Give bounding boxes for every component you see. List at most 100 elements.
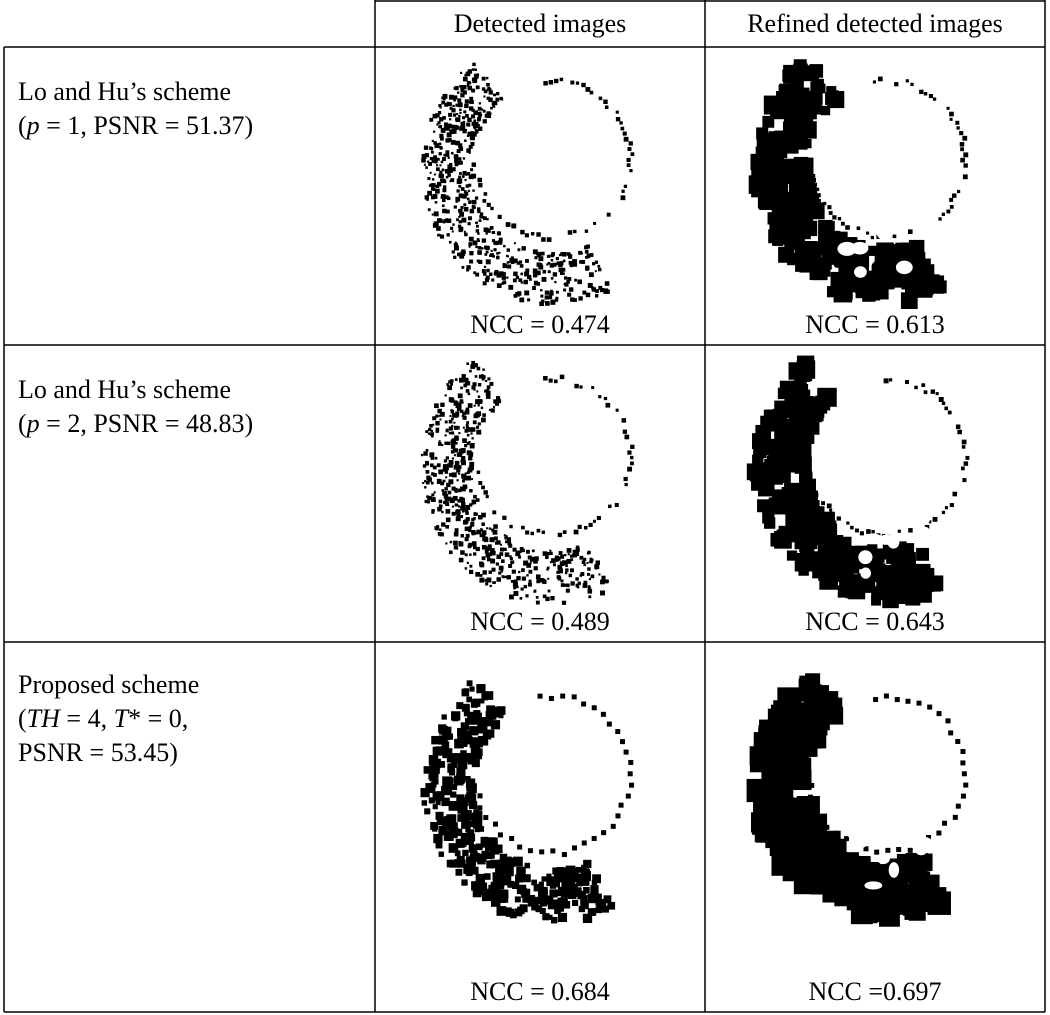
pixel — [470, 466, 474, 470]
pixel — [464, 429, 468, 433]
pixel — [574, 279, 577, 282]
blob — [925, 576, 941, 592]
pixel — [561, 268, 565, 272]
pixel — [523, 280, 527, 284]
pixel — [473, 502, 475, 504]
pixel — [495, 98, 499, 102]
pixel — [482, 413, 486, 417]
pixel — [619, 803, 624, 808]
pixel — [448, 113, 452, 117]
pixel — [426, 449, 429, 452]
pixel — [547, 578, 549, 580]
pixel — [475, 196, 478, 199]
pixel — [561, 889, 569, 897]
blob — [825, 540, 837, 552]
pixel — [538, 265, 543, 270]
pixel — [423, 464, 426, 467]
pixel — [471, 437, 473, 439]
pixel — [936, 392, 939, 395]
pixel — [503, 245, 505, 247]
pixel — [479, 215, 482, 218]
pixel — [467, 172, 470, 175]
pixel — [525, 268, 529, 272]
pixel — [489, 273, 492, 276]
pixel — [562, 852, 567, 857]
pixel — [524, 560, 528, 564]
pixel — [458, 797, 465, 804]
pixel — [469, 570, 473, 574]
pixel — [624, 185, 627, 188]
pixel — [520, 597, 523, 600]
pixel — [548, 270, 551, 273]
pixel — [457, 415, 459, 417]
pixel — [456, 189, 459, 192]
pixel — [446, 429, 449, 432]
pixel — [517, 553, 521, 557]
pixel — [501, 98, 503, 100]
pixel — [502, 516, 506, 520]
pixel — [477, 250, 482, 255]
pixel — [827, 504, 832, 509]
hole — [877, 853, 890, 864]
pixel — [569, 574, 572, 577]
pixel — [444, 495, 447, 498]
pixel — [451, 140, 456, 145]
pixel — [440, 137, 444, 141]
pixel — [456, 113, 458, 115]
pixel — [562, 560, 567, 565]
pixel — [510, 561, 514, 565]
pixel — [469, 246, 471, 248]
pixel — [425, 153, 429, 157]
pixel — [424, 146, 428, 150]
pixel — [479, 375, 482, 378]
pixel — [526, 574, 528, 576]
pixel — [449, 95, 454, 100]
pixel — [522, 896, 529, 903]
pixel — [469, 146, 471, 148]
pixel — [562, 252, 567, 257]
pixel — [589, 560, 592, 563]
pixel — [454, 739, 464, 749]
pixel — [949, 198, 953, 202]
pixel — [442, 116, 446, 120]
pixel — [505, 540, 508, 543]
blob — [776, 200, 786, 210]
pixel — [470, 142, 474, 146]
pixel — [507, 261, 510, 264]
pixel — [556, 257, 559, 260]
pixel — [456, 778, 464, 786]
pixel — [508, 564, 512, 568]
pixel — [485, 582, 488, 585]
pixel — [513, 857, 523, 867]
pixel — [538, 256, 543, 261]
pixel — [456, 702, 463, 709]
blob — [827, 91, 844, 108]
pixel — [549, 291, 553, 295]
pixel — [534, 281, 538, 285]
pixel — [450, 178, 454, 182]
pixel — [591, 386, 594, 389]
hole — [889, 862, 899, 878]
pixel — [452, 125, 457, 130]
blob — [798, 565, 808, 575]
hole — [854, 266, 867, 277]
pixel — [441, 489, 444, 492]
pixel — [430, 157, 433, 160]
pixel — [950, 118, 953, 121]
pixel — [431, 187, 434, 190]
pixel — [555, 890, 561, 896]
pixel — [500, 544, 502, 546]
pixel — [505, 535, 507, 537]
pixel — [496, 554, 501, 559]
pixel — [514, 242, 516, 244]
pixel — [946, 718, 951, 723]
pixel — [438, 126, 440, 128]
pixel — [442, 188, 446, 192]
pixel — [884, 693, 889, 698]
pixel — [559, 551, 563, 555]
pixel — [442, 209, 447, 214]
pixel — [956, 126, 959, 129]
pixel — [442, 491, 447, 496]
pixel — [458, 157, 462, 161]
pixel — [556, 557, 560, 561]
